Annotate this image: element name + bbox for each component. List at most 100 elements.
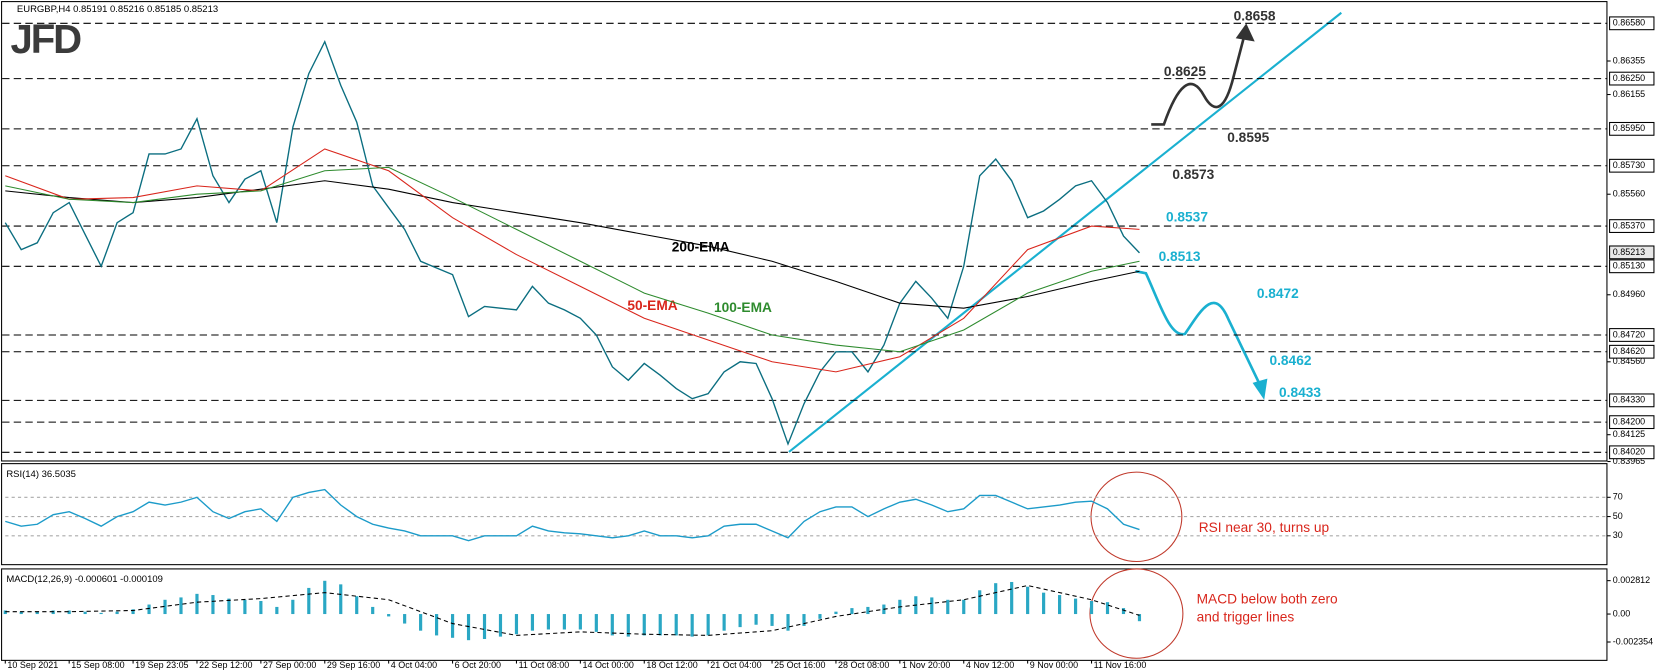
histogram-bar <box>818 614 822 619</box>
histogram-bar <box>35 611 39 615</box>
histogram-bar <box>562 614 566 630</box>
histogram-bar <box>387 614 391 617</box>
macd-panel-border <box>1 568 1608 661</box>
histogram-bar <box>51 610 55 615</box>
level-label: 0.85730 <box>1613 160 1645 170</box>
price-panel-border <box>1 1 1608 462</box>
x-tick-label: 4 Nov 12:00 <box>966 660 1014 670</box>
histogram-bar <box>403 614 407 624</box>
logo: JFD <box>11 17 82 62</box>
rsi-panel-border <box>1 463 1608 566</box>
x-tick-label: 28 Oct 08:00 <box>838 660 889 670</box>
annotation: RSI near 30, turns up <box>1199 520 1330 535</box>
histogram-bar <box>99 612 103 615</box>
y-tick-label: 70 <box>1613 492 1623 502</box>
y-tick-label: 0.84125 <box>1613 429 1645 439</box>
histogram-bar <box>834 611 838 615</box>
histogram-bar <box>355 596 359 615</box>
level-label: 0.85950 <box>1613 123 1645 133</box>
level-label: 0.84020 <box>1613 447 1645 457</box>
x-tick-label: 22 Sep 12:00 <box>199 660 252 670</box>
last-price-box <box>1609 245 1655 260</box>
x-tick-label: 14 Oct 00:00 <box>582 660 633 670</box>
annotation: 0.8513 <box>1159 249 1201 264</box>
annotation: 0.8537 <box>1166 210 1208 225</box>
x-tick-label: 19 Sep 23:05 <box>135 660 188 670</box>
x-tick-label: 21 Oct 04:00 <box>710 660 761 670</box>
series-label: 50-EMA <box>627 298 677 313</box>
histogram-bar <box>115 611 119 615</box>
histogram-bar <box>211 595 215 615</box>
histogram-bar <box>786 614 790 631</box>
y-tick-label: 0.002812 <box>1613 575 1650 585</box>
histogram-bar <box>1089 600 1094 615</box>
histogram-bar <box>754 614 758 625</box>
x-tick-label: 11 Nov 16:00 <box>1094 660 1147 670</box>
macd-title: MACD(12,26,9) -0.000601 -0.000109 <box>6 574 163 585</box>
x-tick-label: 1 Nov 20:00 <box>902 660 950 670</box>
level-box <box>1609 344 1655 359</box>
histogram-bar <box>658 614 662 636</box>
annotation: 0.8658 <box>1234 9 1276 24</box>
histogram-bar <box>1137 614 1142 622</box>
level-box <box>1609 71 1655 86</box>
level-label: 0.84720 <box>1613 329 1645 339</box>
series-label: 200-EMA <box>672 239 730 254</box>
x-tick-label: 25 Oct 16:00 <box>774 660 825 670</box>
histogram-bar <box>674 614 678 636</box>
histogram-bar <box>243 599 247 615</box>
histogram-bar <box>1121 608 1126 615</box>
x-tick-label: 18 Oct 12:00 <box>646 660 697 670</box>
last-price-label: 0.85213 <box>1613 247 1645 257</box>
price-line <box>4 39 1140 446</box>
histogram-bar <box>482 614 487 639</box>
level-box <box>1609 219 1655 233</box>
histogram-bar <box>1073 598 1078 615</box>
histogram-bar <box>323 580 327 615</box>
histogram-bar <box>1042 592 1046 615</box>
frame <box>1 1 1608 661</box>
histogram-bar <box>802 614 806 626</box>
histogram-bar <box>626 614 630 637</box>
histogram-bar <box>466 614 471 641</box>
rsi-title: RSI(14) 36.5035 <box>6 469 76 480</box>
level-label: 0.84330 <box>1613 395 1645 405</box>
x-tick-label: 11 Oct 08:00 <box>519 660 570 670</box>
histogram-bar <box>930 597 934 615</box>
level-box <box>1609 415 1655 430</box>
series-label: 100-EMA <box>714 300 772 315</box>
level-box <box>1609 158 1655 173</box>
histogram-bar <box>450 614 455 638</box>
trendline <box>788 11 1342 453</box>
y-tick-label: 0.83965 <box>1613 456 1645 466</box>
histogram-bar <box>994 583 998 615</box>
histogram-bar <box>1105 602 1110 615</box>
histogram-bar <box>19 611 23 615</box>
level-box <box>1609 16 1655 31</box>
histogram-bar <box>339 584 343 615</box>
histogram-bar <box>978 590 982 615</box>
level-label: 0.86250 <box>1613 73 1645 83</box>
histogram-bar <box>610 614 614 636</box>
histogram-bar <box>67 610 71 615</box>
histogram-bar <box>530 614 535 631</box>
x-tick-label: 15 Sep 08:00 <box>71 660 124 670</box>
price-line <box>5 488 1140 542</box>
bear-path <box>1135 269 1262 386</box>
histogram-bar <box>275 606 279 615</box>
histogram-bar <box>259 600 263 615</box>
level-box <box>1609 259 1655 274</box>
histogram-bar <box>419 614 423 631</box>
x-tick-label: 29 Sep 16:00 <box>327 660 380 670</box>
x-tick-label: 10 Sep 2021 <box>7 660 58 670</box>
annotation: MACD below both zero <box>1197 591 1338 606</box>
y-tick-label: -0.002354 <box>1613 636 1653 646</box>
histogram-bar <box>850 608 854 615</box>
annotation: 0.8573 <box>1172 167 1214 182</box>
histogram-bar <box>435 614 439 636</box>
bull-path <box>1151 35 1246 126</box>
level-label: 0.85370 <box>1613 220 1645 230</box>
